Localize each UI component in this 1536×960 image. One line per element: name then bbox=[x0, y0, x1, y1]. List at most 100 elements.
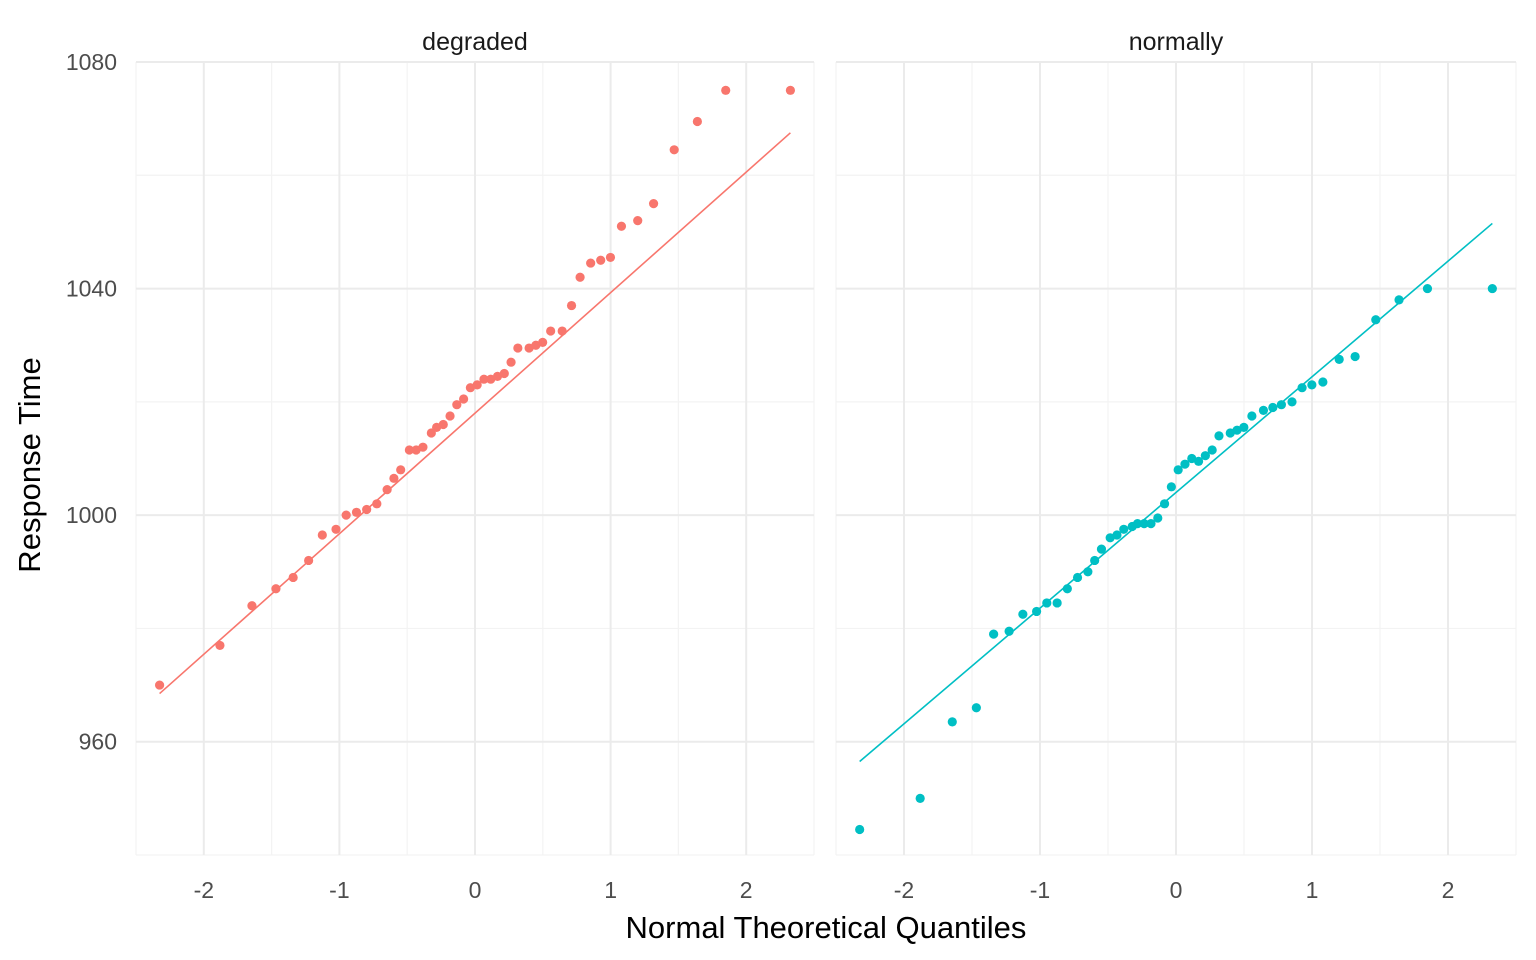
data-point-normally bbox=[1119, 524, 1129, 534]
data-point-degraded bbox=[389, 473, 399, 483]
data-point-normally bbox=[855, 824, 865, 835]
x-tick-label: -2 bbox=[194, 877, 214, 903]
data-point-normally bbox=[971, 703, 981, 713]
data-point-degraded bbox=[546, 326, 556, 336]
data-point-normally bbox=[1276, 400, 1286, 410]
data-point-normally bbox=[1159, 499, 1170, 509]
data-point-degraded bbox=[692, 116, 702, 127]
data-point-degraded bbox=[648, 199, 659, 209]
x-tick-label: 1 bbox=[1306, 877, 1319, 903]
data-point-normally bbox=[1173, 465, 1183, 475]
data-point-normally bbox=[1032, 606, 1042, 617]
data-point-degraded bbox=[304, 555, 314, 566]
data-point-normally bbox=[1287, 397, 1297, 407]
y-tick-label: 960 bbox=[79, 729, 117, 755]
y-tick-label: 1040 bbox=[66, 276, 117, 302]
data-point-normally bbox=[1318, 377, 1328, 387]
data-point-degraded bbox=[341, 510, 351, 520]
data-point-degraded bbox=[247, 601, 257, 611]
data-point-normally bbox=[1072, 572, 1083, 583]
data-point-normally bbox=[1180, 459, 1190, 469]
data-point-degraded bbox=[452, 400, 462, 410]
x-tick-label: 1 bbox=[604, 877, 617, 903]
data-point-degraded bbox=[538, 337, 548, 347]
data-point-degraded bbox=[616, 221, 627, 231]
y-tick-label: 1080 bbox=[66, 49, 117, 75]
data-point-degraded bbox=[317, 530, 327, 540]
data-point-normally bbox=[1258, 405, 1269, 415]
data-point-normally bbox=[1487, 283, 1497, 294]
data-point-degraded bbox=[566, 300, 577, 311]
x-tick-label: 2 bbox=[1442, 877, 1455, 903]
data-point-normally bbox=[1166, 482, 1176, 492]
data-point-degraded bbox=[362, 504, 372, 515]
data-point-normally bbox=[1090, 555, 1100, 566]
data-point-degraded bbox=[479, 374, 489, 384]
data-point-normally bbox=[1112, 530, 1122, 540]
data-point-normally bbox=[1004, 626, 1014, 636]
data-point-normally bbox=[1132, 519, 1143, 529]
data-point-degraded bbox=[418, 442, 428, 452]
data-point-degraded bbox=[382, 485, 392, 495]
data-point-degraded bbox=[633, 216, 643, 226]
data-point-degraded bbox=[215, 640, 225, 651]
data-point-normally bbox=[1214, 431, 1224, 441]
panel-degraded: degraded -2 -1 0 1 2 960 1000 1040 1080 bbox=[66, 28, 815, 903]
data-point-degraded bbox=[331, 524, 341, 534]
data-point-normally bbox=[947, 717, 957, 727]
data-point-degraded bbox=[669, 145, 679, 155]
data-point-degraded bbox=[721, 85, 731, 95]
data-point-normally bbox=[1146, 519, 1156, 529]
data-point-degraded bbox=[575, 272, 585, 282]
data-point-normally bbox=[1193, 456, 1204, 466]
data-point-normally bbox=[915, 793, 925, 803]
data-point-degraded bbox=[288, 572, 298, 583]
data-point-normally bbox=[1200, 451, 1210, 461]
data-point-normally bbox=[1083, 567, 1093, 577]
strip-label-normally: normally bbox=[1129, 28, 1224, 56]
x-tick-label: 0 bbox=[1170, 877, 1183, 903]
x-tick-label: 2 bbox=[740, 877, 753, 903]
data-point-normally bbox=[1042, 598, 1052, 608]
x-tick-label: -1 bbox=[329, 877, 349, 903]
x-tick-label: -1 bbox=[1030, 877, 1050, 903]
data-point-normally bbox=[1207, 445, 1217, 455]
data-point-normally bbox=[1247, 411, 1257, 421]
data-point-degraded bbox=[438, 419, 448, 430]
data-point-normally bbox=[1422, 283, 1433, 294]
data-point-degraded bbox=[557, 326, 567, 336]
data-point-normally bbox=[1096, 544, 1107, 554]
data-point-normally bbox=[1297, 383, 1307, 393]
data-point-degraded bbox=[404, 445, 414, 455]
data-point-normally bbox=[1018, 609, 1028, 619]
data-point-normally bbox=[1307, 380, 1317, 390]
data-point-normally bbox=[1153, 513, 1163, 523]
data-point-normally bbox=[1268, 402, 1278, 413]
qq-line-normally bbox=[859, 222, 1493, 763]
data-point-normally bbox=[1239, 422, 1249, 432]
x-tick-label: -2 bbox=[894, 877, 914, 903]
strip-label-degraded: degraded bbox=[422, 28, 528, 56]
data-point-degraded bbox=[372, 499, 382, 509]
data-point-normally bbox=[1371, 315, 1381, 325]
data-point-degraded bbox=[271, 584, 281, 594]
x-tick-label: 0 bbox=[469, 877, 482, 903]
data-point-degraded bbox=[596, 255, 606, 265]
y-tick-label: 1000 bbox=[66, 502, 117, 528]
data-point-degraded bbox=[396, 465, 406, 475]
data-point-normally bbox=[1334, 354, 1344, 364]
data-point-degraded bbox=[513, 343, 523, 353]
data-point-normally bbox=[989, 629, 999, 639]
data-point-normally bbox=[1052, 598, 1062, 608]
y-axis-title: Response Time bbox=[12, 357, 47, 572]
data-point-normally bbox=[1062, 584, 1072, 594]
data-point-normally bbox=[1350, 351, 1360, 362]
data-point-normally bbox=[1139, 519, 1149, 529]
data-point-degraded bbox=[351, 507, 362, 517]
data-point-degraded bbox=[586, 258, 596, 268]
data-point-degraded bbox=[459, 394, 469, 404]
data-point-degraded bbox=[499, 368, 509, 379]
x-axis-title: Normal Theoretical Quantiles bbox=[626, 910, 1027, 945]
data-point-normally bbox=[1394, 295, 1404, 305]
qq-line-degraded bbox=[159, 132, 791, 695]
